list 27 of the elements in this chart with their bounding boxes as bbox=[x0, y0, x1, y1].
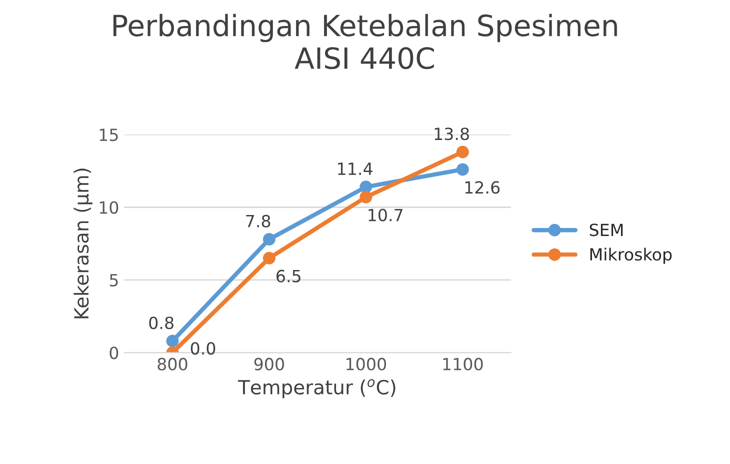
point bbox=[456, 146, 469, 158]
x-tick-label: 900 bbox=[254, 358, 284, 370]
x-tick-label: 1100 bbox=[443, 358, 483, 370]
data-label: 11.4 bbox=[338, 162, 372, 175]
y-tick-label: 15 bbox=[100, 128, 118, 142]
x-tick-label: 1000 bbox=[346, 358, 386, 370]
data-label: 0.8 bbox=[149, 316, 174, 330]
data-label: 6.5 bbox=[276, 270, 300, 282]
point bbox=[262, 252, 276, 264]
data-label: 12.6 bbox=[465, 181, 500, 194]
y-tick-label: 10 bbox=[100, 201, 118, 214]
y-tick-label: 0 bbox=[110, 346, 118, 360]
x-tick-label: 800 bbox=[158, 358, 188, 370]
y-axis-title: Kekerasan (μm) bbox=[74, 168, 92, 318]
chart-title: Perbandingan Ketebalan Spesimen AISI 440C bbox=[113, 14, 617, 70]
point bbox=[166, 334, 179, 348]
y-tick-label: 5 bbox=[110, 274, 118, 287]
data-label: 0.0 bbox=[190, 342, 216, 355]
legend-label: SEM bbox=[590, 224, 623, 236]
point bbox=[456, 163, 469, 176]
data-label: 10.7 bbox=[368, 208, 402, 222]
point bbox=[262, 232, 276, 246]
legend-label: Mikroskop bbox=[590, 248, 672, 264]
point bbox=[360, 190, 372, 204]
data-label: 7.8 bbox=[246, 214, 270, 228]
data-label: 13.8 bbox=[434, 128, 469, 140]
x-axis-title: Temperatur ($^{o}$C) bbox=[238, 379, 396, 398]
